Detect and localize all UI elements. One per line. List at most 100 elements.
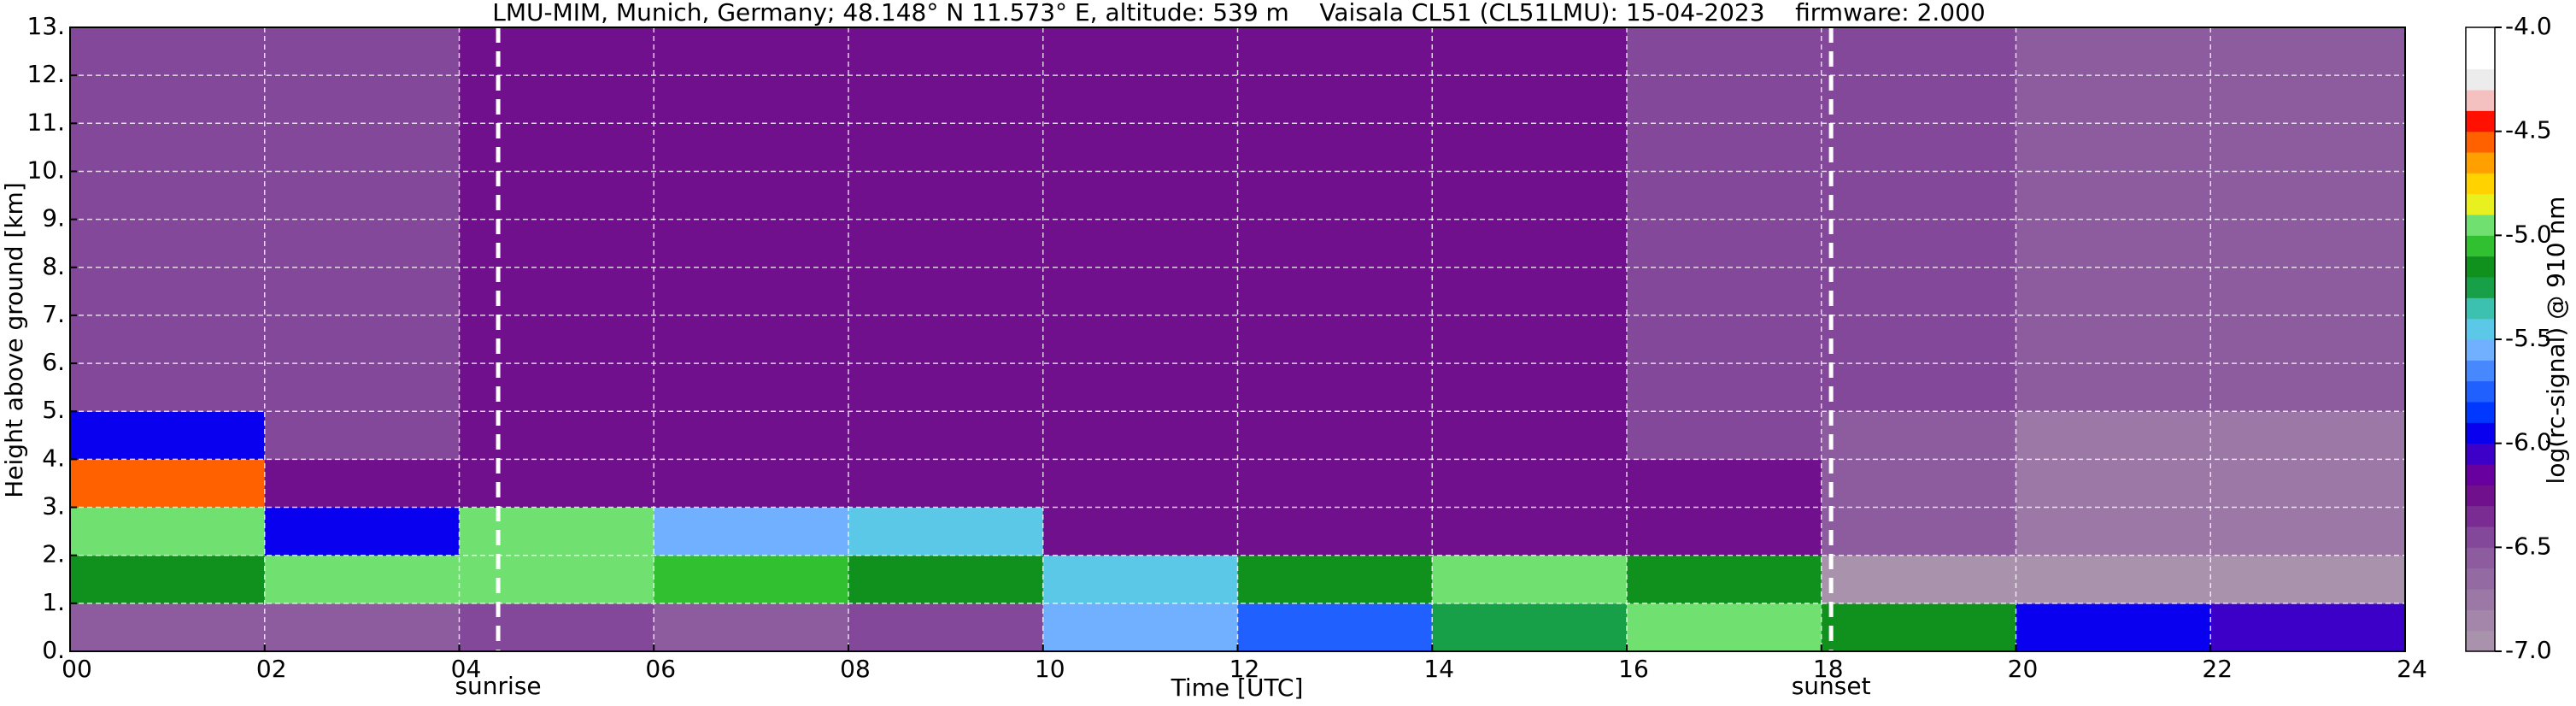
heatmap-cell xyxy=(459,411,654,460)
heatmap-cell xyxy=(1042,315,1238,364)
heatmap-cell xyxy=(1821,267,2016,316)
y-tick-label: 2. xyxy=(42,540,65,568)
y-tick-label: 0. xyxy=(42,636,65,664)
heatmap-cell xyxy=(1627,27,1822,76)
colorbar-segment xyxy=(2466,48,2495,70)
heatmap-cell xyxy=(1042,507,1238,556)
heatmap-cell xyxy=(70,171,266,221)
heatmap-cell xyxy=(1821,363,2016,412)
colorbar-segment xyxy=(2466,547,2495,569)
heatmap-cell xyxy=(1237,411,1433,460)
heatmap-cell xyxy=(1627,459,1822,509)
heatmap-cell xyxy=(264,411,460,460)
chart-title: LMU-MIM, Munich, Germany; 48.148° N 11.5… xyxy=(492,0,1986,26)
heatmap-cell xyxy=(654,507,849,556)
colorbar-tick-label: -4.5 xyxy=(2505,116,2552,144)
x-tick-label: 08 xyxy=(840,655,871,683)
heatmap-cell xyxy=(1237,219,1433,268)
heatmap-cell xyxy=(2016,315,2211,364)
heatmap-cell xyxy=(70,555,266,604)
heatmap-cell xyxy=(70,363,266,412)
heatmap-cell xyxy=(70,507,266,556)
heatmap-cell xyxy=(2016,603,2211,652)
heatmap-cell xyxy=(70,75,266,124)
heatmap-cell xyxy=(1432,507,1628,556)
heatmap-cell xyxy=(1042,267,1238,316)
heatmap-cell xyxy=(2016,267,2211,316)
colorbar-label: log(rc-signal) @ 910 nm xyxy=(2542,197,2570,485)
heatmap-cell xyxy=(2016,555,2211,604)
colorbar-tick-label: -6.5 xyxy=(2505,532,2552,560)
heatmap-cell xyxy=(848,507,1044,556)
heatmap-cell xyxy=(1627,555,1822,604)
heatmap-cell xyxy=(1432,123,1628,172)
heatmap-cell xyxy=(654,75,849,124)
heatmap-cell xyxy=(848,603,1044,652)
heatmap-cell xyxy=(264,171,460,221)
colorbar-segment xyxy=(2466,443,2495,465)
heatmap-cell xyxy=(264,507,460,556)
heatmap-cell xyxy=(1627,219,1822,268)
heatmap-cell xyxy=(264,123,460,172)
colorbar-segment xyxy=(2466,173,2495,195)
heatmap-cell xyxy=(2016,123,2211,172)
heatmap-cell xyxy=(1432,219,1628,268)
colorbar-segment xyxy=(2466,589,2495,610)
heatmap-cell xyxy=(1042,219,1238,268)
x-tick-label: 02 xyxy=(256,655,287,683)
heatmap-cell xyxy=(1237,315,1433,364)
colorbar-segment xyxy=(2466,27,2495,49)
y-tick-label: 8. xyxy=(42,252,65,280)
heatmap-cell xyxy=(1432,75,1628,124)
heatmap-cell xyxy=(1432,555,1628,604)
heatmap-cell xyxy=(1627,171,1822,221)
heatmap-cell xyxy=(459,75,654,124)
y-tick-label: 12. xyxy=(26,60,65,88)
heatmap-cell xyxy=(2210,219,2406,268)
colorbar-segment xyxy=(2466,630,2495,652)
heatmap-cell xyxy=(264,459,460,509)
colorbar-segment xyxy=(2466,256,2495,278)
colorbar-segment xyxy=(2466,90,2495,111)
y-tick-label: 9. xyxy=(42,204,65,232)
x-tick-label: 12 xyxy=(1229,655,1260,683)
heatmap-cell xyxy=(848,171,1044,221)
heatmap-cell xyxy=(848,363,1044,412)
y-tick-label: 5. xyxy=(42,396,65,424)
y-axis-label: Height above ground [km] xyxy=(0,182,28,498)
y-tick-label: 7. xyxy=(42,300,65,328)
heatmap-cell xyxy=(264,315,460,364)
colorbar-segment xyxy=(2466,464,2495,485)
heatmap-cell xyxy=(264,27,460,76)
heatmap-cell xyxy=(1821,219,2016,268)
heatmap-cell xyxy=(70,219,266,268)
heatmap-cell xyxy=(1042,27,1238,76)
heatmap-cell xyxy=(654,603,849,652)
heatmap-cell xyxy=(264,603,460,652)
colorbar-segment xyxy=(2466,297,2495,320)
colorbar-segment xyxy=(2466,402,2495,423)
heatmap-cell xyxy=(459,171,654,221)
heatmap-cell xyxy=(2016,171,2211,221)
x-tick-label: 10 xyxy=(1035,655,1065,683)
heatmap-cell xyxy=(2210,27,2406,76)
heatmap-cell xyxy=(1821,459,2016,509)
y-tick-label: 13. xyxy=(26,12,65,40)
colorbar-segment xyxy=(2466,152,2495,174)
heatmap-cell xyxy=(1237,555,1433,604)
colorbar-segment xyxy=(2466,131,2495,153)
heatmap-cell xyxy=(70,315,266,364)
heatmap-cell xyxy=(2210,459,2406,509)
heatmap-cell xyxy=(654,411,849,460)
plot-frame xyxy=(69,26,2406,652)
heatmap-cell xyxy=(264,363,460,412)
colorbar-segment xyxy=(2466,68,2495,91)
x-tick-label: 18 xyxy=(1813,655,1844,683)
heatmap-cell xyxy=(654,459,849,509)
colorbar-tick-label: -6.0 xyxy=(2505,428,2552,456)
colorbar-segment xyxy=(2466,277,2495,298)
heatmap-cell xyxy=(1627,267,1822,316)
heatmap-cell xyxy=(848,75,1044,124)
colorbar-segment xyxy=(2466,380,2495,403)
